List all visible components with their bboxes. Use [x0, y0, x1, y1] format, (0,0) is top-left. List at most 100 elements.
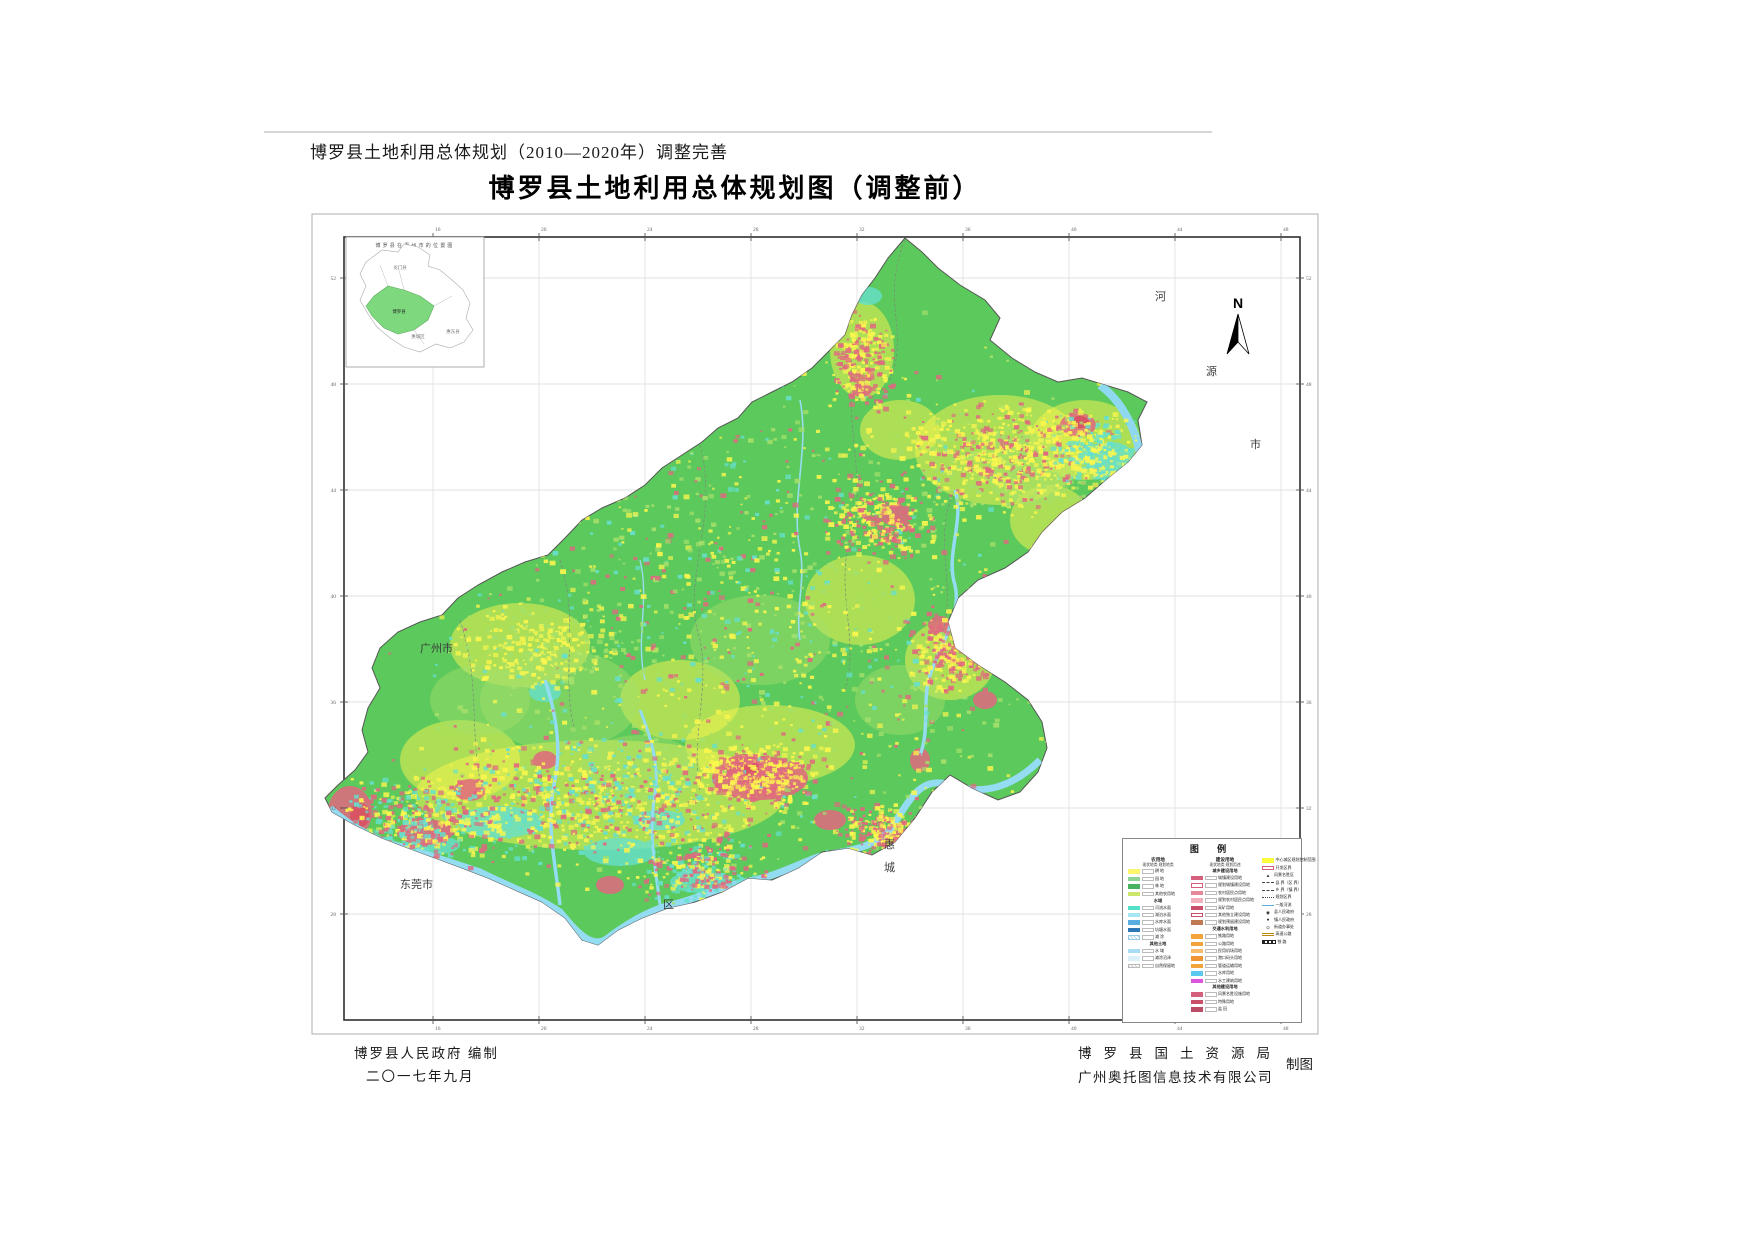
legend-item: 县 界（区 界）: [1262, 879, 1316, 886]
legend-plan-box: [1204, 971, 1217, 976]
legend-swatch: [1262, 933, 1274, 937]
legend-item-label: 县 界（区 界）: [1275, 879, 1302, 885]
region-label: 河: [1155, 290, 1166, 303]
legend-item-label: 规划农村居民点用地: [1218, 897, 1254, 903]
tick-label-right: 40: [1306, 594, 1312, 600]
credit-drafter: 制图: [1286, 1057, 1313, 1072]
north-arrow-left-blade: [1226, 313, 1239, 355]
legend-plan-box: [1141, 869, 1154, 874]
document-subtitle: 博罗县土地利用总体规划（2010—2020年）调整完善: [310, 143, 728, 162]
region-label: 广州市: [420, 641, 453, 655]
legend-plan-box: [1204, 956, 1217, 961]
map-title: 博罗县土地利用总体规划图（调整前）: [488, 174, 982, 203]
legend-swatch: [1262, 858, 1274, 863]
legend-swatch: [1128, 963, 1140, 969]
legend-item-label: 铁路用地: [1218, 933, 1234, 939]
legend-item: 园 地: [1128, 875, 1188, 882]
inset-label: 惠东县: [446, 328, 460, 335]
legend-section-title: 水域: [1153, 897, 1163, 903]
legend-swatch: [1191, 956, 1203, 961]
tick-label-top: 28: [753, 227, 759, 233]
legend-item: 管道运输用地: [1191, 962, 1259, 969]
township-boundary: [889, 239, 906, 381]
inset-label: 龙门县: [393, 264, 407, 271]
region-label: 区: [663, 899, 674, 911]
legend-plan-box: [1204, 963, 1217, 969]
legend-item-label: 水工建筑用地: [1218, 977, 1242, 983]
tick-label-bottom: 36: [965, 1026, 971, 1032]
tick-label-left: 44: [331, 488, 337, 494]
legend-item: 水工建筑用地: [1191, 977, 1259, 984]
legend-item: 采矿用地: [1191, 904, 1259, 911]
legend-plan-box: [1204, 1007, 1217, 1012]
legend-item-label: 采矿用地: [1218, 904, 1234, 910]
legend-swatch: [1191, 971, 1203, 976]
legend-plan-box: [1141, 891, 1154, 897]
legend-item: ◉ 县人民政府: [1262, 909, 1316, 916]
legend-swatch: [1191, 905, 1203, 910]
tick-label-left: 40: [331, 594, 337, 600]
legend-title: 图 例: [1189, 844, 1235, 854]
legend-swatch: [1191, 883, 1203, 888]
legend-item: 规划农村居民点用地: [1191, 897, 1259, 904]
legend-item: 其他独立建设用地: [1191, 911, 1259, 918]
legend-group-header: 建设用地: [1215, 857, 1235, 862]
legend-column: 农用地 现状地类 规划地类耕 地园 地林 地其他农用地 水域 河流水面 湖泊水面 水库水面…: [1128, 857, 1188, 1013]
landuse-patch: [529, 682, 561, 702]
legend-item-label: 管道运输用地: [1218, 962, 1242, 968]
legend-swatch: [1128, 912, 1140, 918]
tick-label-top: 36: [965, 227, 971, 233]
legend-group-subheader: 现状地类 规划地类: [1142, 863, 1174, 867]
legend-swatch: [1262, 897, 1274, 899]
legend-item: 湖泊水面: [1128, 911, 1188, 918]
legend-item: 河流水面: [1128, 904, 1188, 911]
landuse-speckles: [325, 240, 1147, 945]
landuse-texture: [325, 239, 1147, 945]
legend-swatch: [1128, 935, 1140, 940]
legend-item: 盐 田: [1191, 1006, 1259, 1013]
legend-swatch: [1262, 865, 1274, 871]
township-boundary: [939, 489, 956, 641]
legend-item-label: 中心城区规划控制范围: [1275, 857, 1316, 863]
legend-item: 农村居民点用地: [1191, 889, 1259, 896]
inset-label: 博罗县: [392, 308, 406, 315]
legend-plan-box: [1204, 948, 1217, 954]
legend-swatch: [1191, 963, 1203, 969]
legend-plan-box: [1141, 927, 1154, 933]
stream: [639, 559, 646, 681]
legend-item-label: 铁 路: [1277, 938, 1287, 944]
legend-item: ● 镇人民政府: [1262, 916, 1316, 923]
legend-plan-box: [1204, 875, 1217, 881]
legend-item: 林 地: [1128, 883, 1188, 890]
legend-item: 滩 涂: [1128, 934, 1188, 941]
legend-swatch: [1191, 920, 1203, 925]
legend-item-label: 高速公路: [1275, 931, 1292, 937]
legend-swatch: [1191, 978, 1203, 984]
legend-item: 耕 地: [1128, 868, 1188, 875]
legend-plan-box: [1141, 956, 1154, 961]
legend-item-label: 水库用地: [1218, 970, 1234, 976]
legend-item: 规划预留建设用地: [1191, 919, 1259, 926]
legend-item-label: 自然保留地: [1155, 962, 1175, 968]
legend-swatch: [1128, 948, 1140, 954]
tick-label-bottom: 40: [1071, 1026, 1077, 1032]
legend-swatch: [1191, 875, 1203, 881]
credit-bureau: 博罗县国土资源局: [1078, 1046, 1282, 1061]
legend-item-label: 县人民政府: [1274, 909, 1294, 915]
legend-plan-box: [1141, 876, 1154, 882]
legend-item: 其他农用地: [1128, 890, 1188, 897]
legend-item-label: 民用机场用地: [1218, 947, 1242, 953]
legend-swatch: [1191, 912, 1203, 918]
legend-swatch: ●: [1266, 917, 1270, 923]
legend-plan-box: [1141, 963, 1154, 969]
inner-neatline: [343, 236, 1301, 1021]
legend-item-label: 乡 界（镇 界）: [1275, 887, 1302, 892]
legend-swatch: [1128, 927, 1140, 933]
legend-plan-box: [1141, 948, 1154, 954]
credit-company: 广州奥托图信息技术有限公司: [1078, 1070, 1273, 1085]
legend-item: 风景名胜设施用地: [1191, 991, 1259, 998]
legend-item-label: 河流水面: [1155, 904, 1171, 910]
legend-item: 规划城镇建设用地: [1191, 882, 1259, 889]
river-tributary: [638, 709, 662, 906]
region-label: 惠: [884, 837, 895, 851]
